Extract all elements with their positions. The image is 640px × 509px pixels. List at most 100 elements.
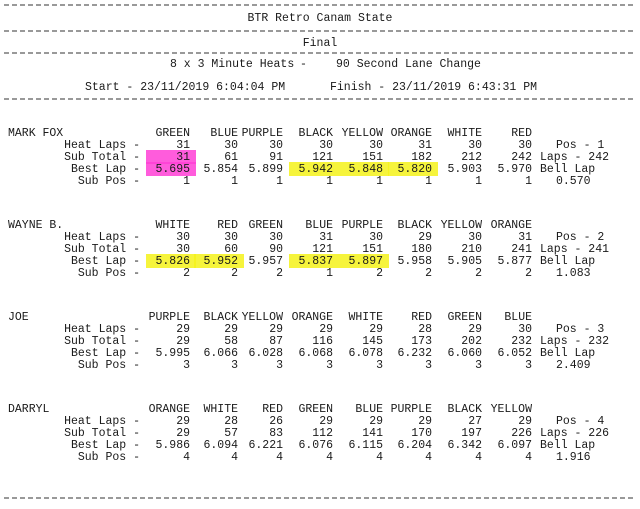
row-label: Sub Total -	[64, 427, 140, 440]
lane-name: WHITE	[447, 127, 482, 140]
lane-name: RED	[411, 311, 432, 324]
cell: 6.028	[248, 347, 283, 360]
cell: 5.942	[298, 163, 333, 176]
summary: Bell Lap	[540, 255, 595, 268]
cell: 5.854	[203, 163, 238, 176]
cell: 29	[369, 415, 383, 428]
cell: 3	[475, 359, 482, 372]
lane-name: PURPLE	[149, 311, 191, 324]
cell: 4	[475, 451, 482, 464]
cell: 30	[319, 139, 333, 152]
highlight	[146, 254, 196, 268]
lane-name: BLACK	[447, 403, 482, 416]
cell: 4	[525, 451, 532, 464]
cell: 210	[461, 243, 482, 256]
cell: 121	[312, 243, 333, 256]
lane-name: ORANGE	[391, 127, 433, 140]
cell: 2	[376, 267, 383, 280]
row-label: Sub Total -	[64, 151, 140, 164]
row-label: Heat Laps -	[64, 139, 140, 152]
cell: 6.066	[203, 347, 238, 360]
row-label: Sub Pos -	[78, 451, 140, 464]
cell: 5.899	[248, 163, 283, 176]
summary: Pos - 3	[556, 323, 604, 336]
cell: 112	[312, 427, 333, 440]
cell: 5.877	[497, 255, 532, 268]
cell: 28	[224, 415, 238, 428]
cell: 116	[312, 335, 333, 348]
cell: 241	[511, 243, 532, 256]
lane-name: PURPLE	[342, 219, 384, 232]
cell: 232	[511, 335, 532, 348]
finish-time: Finish - 23/11/2019 6:43:31 PM	[330, 81, 537, 94]
cell: 30	[176, 231, 190, 244]
highlight	[289, 162, 339, 176]
lane-name: BLACK	[298, 127, 333, 140]
cell: 6.221	[248, 439, 283, 452]
cell: 29	[319, 415, 333, 428]
cell: 151	[362, 243, 383, 256]
lane-change: 90 Second Lane Change	[336, 58, 481, 71]
summary: Pos - 2	[556, 231, 604, 244]
cell: 1	[525, 175, 532, 188]
highlight	[146, 150, 196, 164]
cell: 31	[176, 139, 190, 152]
summary: Laps - 232	[540, 335, 609, 348]
cell: 29	[468, 323, 482, 336]
cell: 1	[276, 175, 283, 188]
cell: 4	[183, 451, 190, 464]
cell: 5.695	[155, 163, 190, 176]
row-label: Sub Pos -	[78, 175, 140, 188]
cell: 28	[418, 323, 432, 336]
summary: 1.083	[556, 267, 591, 280]
cell: 6.342	[447, 439, 482, 452]
row-label: Sub Pos -	[78, 359, 140, 372]
cell: 242	[511, 151, 532, 164]
cell: 5.970	[497, 163, 532, 176]
cell: 6.078	[348, 347, 383, 360]
cell: 30	[518, 139, 532, 152]
row-label: Sub Total -	[64, 335, 140, 348]
cell: 2	[475, 267, 482, 280]
lane-name: WHITE	[203, 403, 238, 416]
lane-name: ORANGE	[491, 219, 533, 232]
cell: 2	[183, 267, 190, 280]
lane-name: RED	[511, 127, 532, 140]
lane-name: BLUE	[355, 403, 383, 416]
cell: 2	[276, 267, 283, 280]
lane-name: ORANGE	[292, 311, 334, 324]
cell: 30	[518, 323, 532, 336]
row-label: Best Lap -	[71, 347, 140, 360]
row-label: Best Lap -	[71, 163, 140, 176]
lane-name: WHITE	[348, 311, 383, 324]
cell: 29	[518, 415, 532, 428]
cell: 202	[461, 335, 482, 348]
lane-name: BLUE	[210, 127, 238, 140]
cell: 212	[461, 151, 482, 164]
cell: 3	[525, 359, 532, 372]
cell: 30	[369, 231, 383, 244]
stage: Final	[303, 37, 338, 50]
cell: 6.232	[397, 347, 432, 360]
summary: Laps - 226	[540, 427, 609, 440]
lane-name: YELLOW	[342, 127, 384, 140]
cell: 1	[475, 175, 482, 188]
summary: Laps - 242	[540, 151, 609, 164]
cell: 121	[312, 151, 333, 164]
cell: 5.848	[348, 163, 383, 176]
cell: 58	[224, 335, 238, 348]
cell: 182	[411, 151, 432, 164]
cell: 57	[224, 427, 238, 440]
summary: Bell Lap	[540, 439, 595, 452]
cell: 31	[418, 139, 432, 152]
row-label: Sub Total -	[64, 243, 140, 256]
cell: 3	[326, 359, 333, 372]
cell: 5.995	[155, 347, 190, 360]
racer-name: DARRYL	[8, 403, 50, 416]
cell: 5.837	[298, 255, 333, 268]
highlight	[289, 254, 339, 268]
cell: 141	[362, 427, 383, 440]
cell: 170	[411, 427, 432, 440]
summary: Bell Lap	[540, 163, 595, 176]
summary: 0.570	[556, 175, 591, 188]
